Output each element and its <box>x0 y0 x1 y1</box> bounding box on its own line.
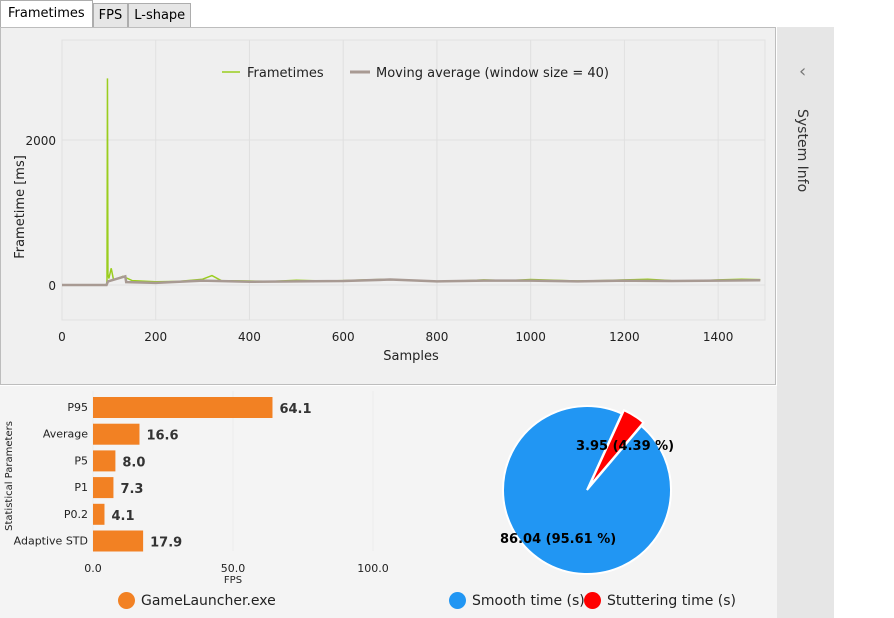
bar-y-axis-label: Statistical Parameters <box>4 421 15 531</box>
bar-category-label: P1 <box>74 481 88 494</box>
legend-dot-icon <box>584 592 601 609</box>
statistics-panel: Statistical Parameters FPS 0.0 50.0 100.0 P… <box>0 386 777 618</box>
bar-category-label: P5 <box>74 454 88 467</box>
chevron-left-icon[interactable]: ‹ <box>799 61 807 82</box>
tab-frametimes[interactable]: Frametimes <box>0 0 93 29</box>
pie-chart: 86.04 (95.61 %) 3.95 (4.39 %) <box>500 405 674 575</box>
legend-gamelauncher: GameLauncher.exe <box>141 592 276 609</box>
pie-slice-stuttering <box>588 408 645 488</box>
legend-dot-icon <box>449 592 466 609</box>
legend-frametimes: Frametimes <box>247 66 324 81</box>
y-tick-label: 2000 <box>25 134 56 148</box>
x-tick-label: 0 <box>58 330 66 344</box>
bar-value-label: 4.1 <box>111 509 134 524</box>
x-tick-label: 200 <box>144 330 167 344</box>
system-info-panel[interactable]: ‹ System Info <box>777 27 834 618</box>
x-tick-label: 400 <box>238 330 261 344</box>
bar-adaptive-std <box>93 530 144 552</box>
tab-l-shape[interactable]: L-shape <box>128 3 192 29</box>
plot-area <box>61 39 766 321</box>
system-info-label: System Info <box>794 109 810 193</box>
bar-category-label: P0.2 <box>64 508 88 521</box>
legend-smooth-label: Smooth time (s) <box>472 592 585 609</box>
legend-moving-average: Moving average (window size = 40) <box>376 66 609 81</box>
bar-p1 <box>93 477 114 499</box>
y-tick-label: 0 <box>48 279 56 293</box>
stat-bar-chart: Statistical Parameters FPS 0.0 50.0 100.0 P… <box>4 391 389 586</box>
bar-p5 <box>93 450 116 472</box>
bar-category-label: Average <box>43 428 88 441</box>
pie-legend-stutter[interactable]: Stuttering time (s) <box>584 592 736 609</box>
pie-label-smooth: 86.04 (95.61 %) <box>500 532 616 547</box>
bar-category-label: Adaptive STD <box>14 535 88 548</box>
bar-x-axis-label: FPS <box>224 575 242 586</box>
pie-slice-smooth <box>502 405 672 575</box>
legend: Frametimes Moving average (window size =… <box>222 66 609 81</box>
x-tick-label: 800 <box>425 330 448 344</box>
frametime-line-chart: 0 200 400 600 800 1000 1200 1400 0 2000 Frametime… <box>13 39 766 364</box>
tab-fps[interactable]: FPS <box>92 3 129 29</box>
pie-legend-smooth[interactable]: Smooth time (s) <box>449 592 585 609</box>
bar-x-tick-label: 50.0 <box>221 562 246 575</box>
bar-value-label: 17.9 <box>150 536 182 551</box>
pie-label-stuttering: 3.95 (4.39 %) <box>576 439 674 454</box>
x-tick-label: 1200 <box>609 330 640 344</box>
frametime-chart-panel: 0 200 400 600 800 1000 1200 1400 0 2000 Frametime… <box>0 27 776 385</box>
tab-bar: Frametimes FPS L-shape <box>0 0 192 29</box>
bar-value-label: 64.1 <box>279 402 311 417</box>
legend-dot-icon <box>118 592 135 609</box>
bar-value-label: 8.0 <box>122 455 145 470</box>
bar-x-tick-label: 100.0 <box>357 562 389 575</box>
bar-p95 <box>93 397 273 418</box>
bar-average <box>93 423 140 445</box>
x-tick-label: 600 <box>332 330 355 344</box>
bar-p0-2 <box>93 503 105 525</box>
legend-stutter-label: Stuttering time (s) <box>607 592 736 609</box>
x-tick-label: 1400 <box>703 330 734 344</box>
moving-average-line <box>62 274 761 287</box>
x-tick-label: 1000 <box>515 330 546 344</box>
bar-x-tick-label: 0.0 <box>84 562 102 575</box>
y-axis-label: Frametime [ms] <box>13 155 28 259</box>
bar-value-label: 7.3 <box>120 482 143 497</box>
bar-value-label: 16.6 <box>146 429 178 444</box>
x-axis-label: Samples <box>383 349 439 364</box>
bar-category-label: P95 <box>67 401 88 414</box>
bar-legend[interactable]: GameLauncher.exe <box>118 592 276 609</box>
